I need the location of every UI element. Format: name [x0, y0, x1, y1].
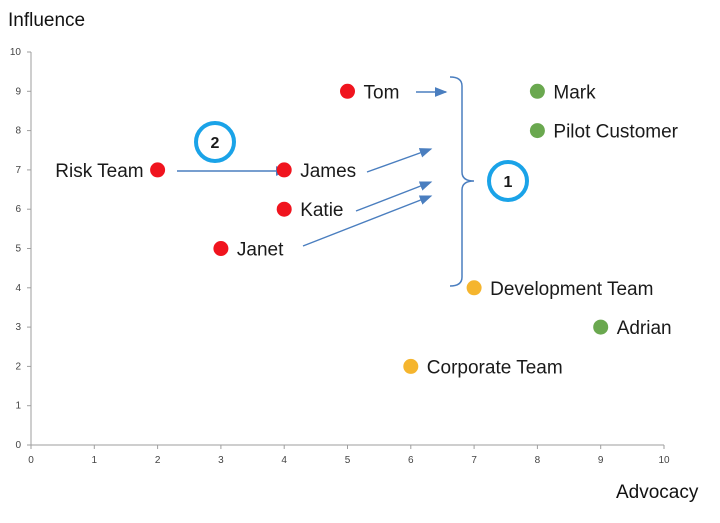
- y-tick-label: 9: [15, 86, 21, 97]
- point-label: Mark: [553, 82, 596, 103]
- badge-1-ring: [487, 160, 529, 202]
- y-tick-label: 1: [15, 401, 21, 412]
- x-tick-label: 3: [218, 455, 224, 466]
- point-marker: [529, 83, 545, 99]
- x-tick-label: 7: [471, 455, 477, 466]
- point-label: Development Team: [490, 279, 653, 300]
- y-tick-label: 0: [15, 440, 21, 451]
- y-tick-label: 4: [15, 283, 21, 294]
- x-tick-label: 4: [281, 455, 287, 466]
- x-tick-label: 0: [28, 455, 34, 466]
- group-bracket: [449, 76, 475, 287]
- point-marker: [529, 123, 545, 139]
- point-marker: [403, 358, 419, 374]
- point-marker: [276, 162, 292, 178]
- flow-arrow: [302, 195, 433, 247]
- y-tick-label: 8: [15, 126, 21, 137]
- x-tick-label: 10: [658, 455, 670, 466]
- point-marker: [593, 319, 609, 335]
- point-label: Janet: [237, 240, 284, 261]
- y-tick-label: 3: [15, 322, 21, 333]
- x-tick-label: 5: [345, 455, 351, 466]
- point-label: Adrian: [617, 318, 672, 339]
- x-axis-title: Advocacy: [616, 482, 699, 503]
- chart-points: Tom Risk Team James Katie Janet Mark Pilot Cus…: [55, 82, 678, 378]
- flow-arrow: [366, 148, 433, 173]
- point-marker: [340, 83, 355, 99]
- point-label: James: [300, 161, 356, 182]
- badge-2-label: 2: [211, 135, 220, 152]
- y-tick-label: 10: [10, 47, 22, 58]
- point-label: Risk Team: [55, 161, 143, 182]
- y-tick-label: 5: [15, 244, 21, 255]
- x-tick-label: 9: [598, 455, 604, 466]
- y-axis-title: Influence: [8, 10, 85, 31]
- y-tick-label: 7: [15, 165, 21, 176]
- point-label: Corporate Team: [427, 357, 563, 378]
- x-tick-label: 8: [535, 455, 541, 466]
- point-marker: [150, 162, 166, 178]
- point-marker: [466, 280, 482, 296]
- point-marker: [213, 241, 229, 256]
- y-tick-label: 6: [15, 204, 21, 215]
- point-label: Tom: [364, 82, 400, 103]
- flow-arrow: [355, 181, 433, 212]
- badge-2-ring: [194, 121, 236, 163]
- point-label: Pilot Customer: [553, 122, 678, 143]
- x-tick-label: 2: [155, 455, 161, 466]
- x-tick-label: 6: [408, 455, 414, 466]
- point-marker: [276, 201, 292, 217]
- y-tick-label: 2: [15, 361, 21, 372]
- chart-annotations: 12: [177, 76, 529, 287]
- x-tick-label: 1: [92, 455, 98, 466]
- badge-1-label: 1: [504, 174, 513, 191]
- point-label: Katie: [300, 200, 343, 221]
